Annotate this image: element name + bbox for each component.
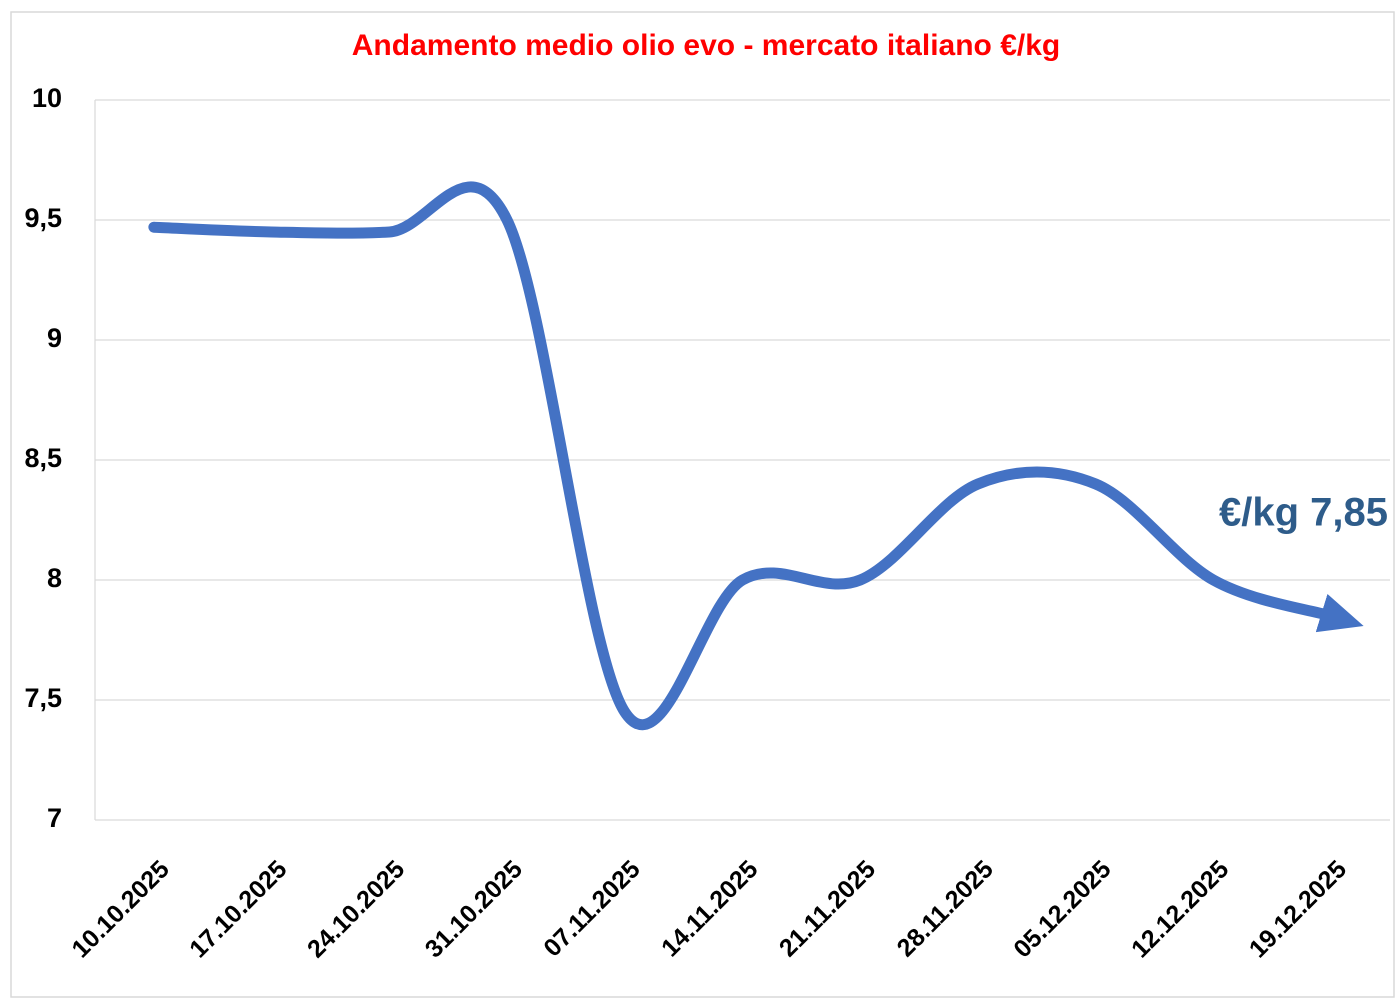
y-tick-label: 9 <box>47 323 62 353</box>
y-tick-label: 8,5 <box>24 443 62 473</box>
y-tick-label: 7,5 <box>24 683 62 713</box>
annotation: €/kg 7,85 <box>1219 491 1388 535</box>
line-series <box>148 181 1364 731</box>
y-tick-label: 9,5 <box>24 203 62 233</box>
y-tick-label: 8 <box>47 563 62 593</box>
y-tick-label: 7 <box>47 803 62 833</box>
chart-title: Andamento medio olio evo - mercato itali… <box>352 29 1060 62</box>
chart-border <box>10 11 1395 998</box>
y-tick-label: 10 <box>32 83 62 113</box>
